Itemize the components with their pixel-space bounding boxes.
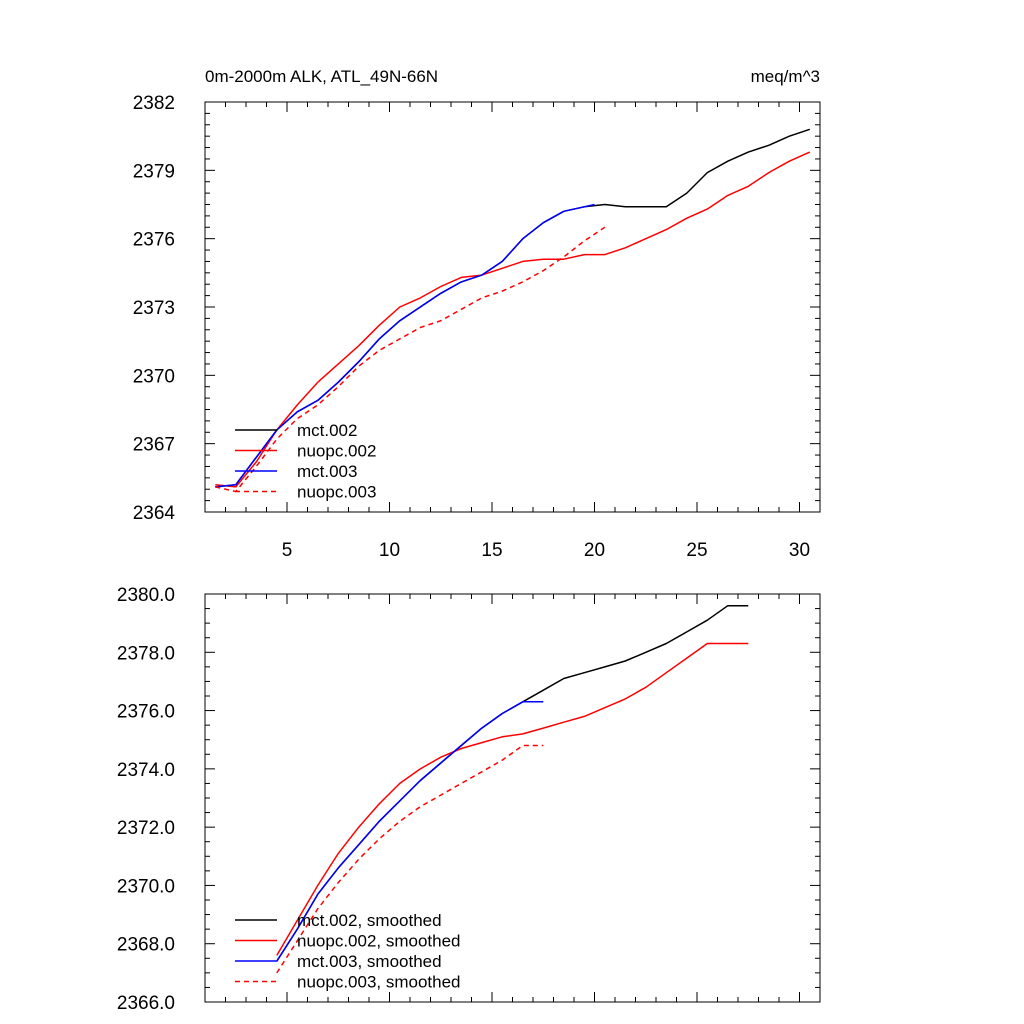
y-tick-label: 2376 [133, 230, 175, 251]
y-tick-label: 2366.0 [117, 993, 175, 1014]
y-tick-label: 2379 [133, 161, 175, 182]
x-tick-label: 5 [282, 540, 293, 561]
y-tick-label: 2368.0 [117, 935, 175, 956]
y-tick-label: 2370.0 [117, 876, 175, 897]
y-tick-label: 2376.0 [117, 702, 175, 723]
chart-title: 0m-2000m ALK, ATL_49N-66N [205, 67, 438, 86]
chart-units: meq/m^3 [751, 67, 820, 86]
x-tick-label: 20 [584, 540, 605, 561]
legend-label: mct.003, smoothed [297, 952, 442, 971]
bottom-chart-panel: 2366.0 2368.0 2370.0 2372.0 2374.0 2376.0 2378… [117, 585, 821, 1014]
top-chart-panel: 0m-2000m ALK, ATL_49N-66N meq/m^3 5 10 15 20 2… [133, 67, 821, 561]
y-tick-label: 2367 [133, 435, 175, 456]
y-tick-label: 2372.0 [117, 818, 175, 839]
y-tick-label: 2370 [133, 366, 175, 387]
y-tick-label: 2382 [133, 93, 175, 114]
y-tick-label: 2380.0 [117, 585, 175, 606]
legend-label: mct.002, smoothed [297, 911, 442, 930]
y-tick-label: 2378.0 [117, 643, 175, 664]
legend-label: mct.003 [297, 462, 357, 481]
y-tick-label: 2373 [133, 298, 175, 319]
x-tick-label: 15 [481, 540, 502, 561]
series-line [276, 642, 749, 956]
y-tick-label: 2374.0 [117, 760, 175, 781]
legend-label: nuopc.002, smoothed [297, 932, 461, 951]
legend-label: mct.002 [297, 421, 357, 440]
x-tick-label: 10 [379, 540, 400, 561]
series-line [215, 203, 595, 488]
legend-label: nuopc.003 [297, 483, 376, 502]
series-line [276, 744, 544, 974]
series-line [276, 604, 749, 962]
series-line [215, 226, 606, 493]
series-line [215, 151, 811, 488]
y-tick-label: 2364 [133, 503, 176, 524]
x-tick-label: 25 [686, 540, 707, 561]
legend-label: nuopc.003, smoothed [297, 973, 461, 992]
series-line [276, 701, 544, 962]
legend-label: nuopc.002 [297, 442, 376, 461]
x-tick-label: 30 [789, 540, 810, 561]
